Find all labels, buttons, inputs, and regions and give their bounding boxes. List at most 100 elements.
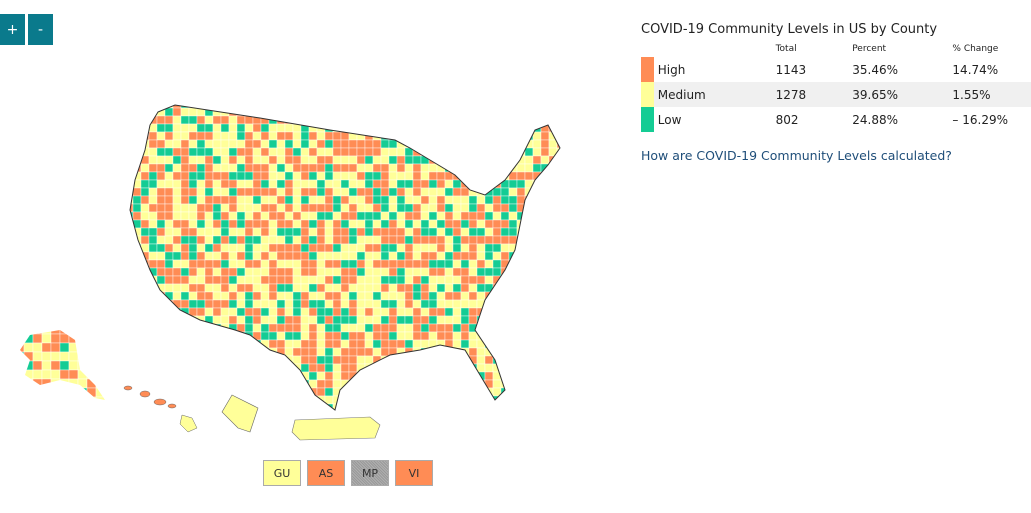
county[interactable] <box>460 379 470 389</box>
county[interactable] <box>276 163 286 173</box>
county[interactable] <box>548 123 558 133</box>
county[interactable] <box>260 363 270 373</box>
county[interactable] <box>468 403 478 412</box>
county[interactable] <box>77 387 88 398</box>
county[interactable] <box>484 147 494 157</box>
county[interactable] <box>356 203 366 213</box>
county[interactable] <box>324 275 334 285</box>
county[interactable] <box>276 171 286 181</box>
county[interactable] <box>436 275 446 285</box>
county[interactable] <box>284 219 294 229</box>
county[interactable] <box>444 379 454 389</box>
county[interactable] <box>244 131 254 141</box>
county[interactable] <box>324 387 334 397</box>
county[interactable] <box>180 355 190 365</box>
county[interactable] <box>396 299 406 309</box>
county[interactable] <box>516 171 526 181</box>
county[interactable] <box>532 147 542 157</box>
county[interactable] <box>364 315 374 325</box>
county[interactable] <box>308 299 318 309</box>
county[interactable] <box>372 347 382 357</box>
county[interactable] <box>396 323 406 333</box>
county[interactable] <box>460 163 470 173</box>
county[interactable] <box>228 131 238 141</box>
county[interactable] <box>340 403 350 412</box>
county[interactable] <box>148 323 158 333</box>
county[interactable] <box>524 235 534 245</box>
county[interactable] <box>316 195 326 205</box>
county[interactable] <box>540 139 550 149</box>
county[interactable] <box>268 243 278 253</box>
county[interactable] <box>212 155 222 165</box>
county[interactable] <box>236 299 246 309</box>
county[interactable] <box>476 179 486 189</box>
county[interactable] <box>125 315 134 325</box>
county[interactable] <box>428 139 438 149</box>
county[interactable] <box>284 347 294 357</box>
county[interactable] <box>340 291 350 301</box>
county[interactable] <box>524 315 534 325</box>
county[interactable] <box>436 315 446 325</box>
county[interactable] <box>500 123 510 133</box>
county[interactable] <box>516 291 526 301</box>
county[interactable] <box>396 371 406 381</box>
alaska-counties[interactable] <box>15 325 114 406</box>
county[interactable] <box>276 291 286 301</box>
county[interactable] <box>276 203 286 213</box>
county[interactable] <box>125 395 134 405</box>
county[interactable] <box>548 387 558 397</box>
county[interactable] <box>348 363 358 373</box>
county[interactable] <box>380 203 390 213</box>
county[interactable] <box>388 387 398 397</box>
county[interactable] <box>556 267 565 277</box>
county[interactable] <box>68 342 79 353</box>
county[interactable] <box>468 259 478 269</box>
county[interactable] <box>388 379 398 389</box>
county[interactable] <box>204 347 214 357</box>
county[interactable] <box>460 227 470 237</box>
county[interactable] <box>332 315 342 325</box>
county[interactable] <box>86 342 97 353</box>
county[interactable] <box>164 323 174 333</box>
county[interactable] <box>172 283 182 293</box>
county[interactable] <box>285 412 293 420</box>
county[interactable] <box>364 283 374 293</box>
county[interactable] <box>356 315 366 325</box>
county[interactable] <box>380 323 390 333</box>
county[interactable] <box>86 333 97 344</box>
county[interactable] <box>292 155 302 165</box>
county[interactable] <box>204 235 214 245</box>
county[interactable] <box>541 412 549 420</box>
county[interactable] <box>300 283 310 293</box>
county[interactable] <box>468 291 478 301</box>
county[interactable] <box>468 155 478 165</box>
county[interactable] <box>420 307 430 317</box>
county[interactable] <box>228 123 238 133</box>
county[interactable] <box>404 163 414 173</box>
county[interactable] <box>212 387 222 397</box>
county[interactable] <box>300 115 310 125</box>
county[interactable] <box>228 171 238 181</box>
county[interactable] <box>348 387 358 397</box>
county[interactable] <box>204 371 214 381</box>
county[interactable] <box>276 243 286 253</box>
county[interactable] <box>220 307 230 317</box>
county[interactable] <box>95 396 105 406</box>
county[interactable] <box>484 299 494 309</box>
county[interactable] <box>204 155 214 165</box>
county[interactable] <box>132 259 142 269</box>
county[interactable] <box>228 139 238 149</box>
county[interactable] <box>140 100 150 109</box>
county[interactable] <box>292 403 302 412</box>
county[interactable] <box>428 131 438 141</box>
county[interactable] <box>86 325 97 335</box>
county[interactable] <box>508 147 518 157</box>
county[interactable] <box>516 379 526 389</box>
county[interactable] <box>156 123 166 133</box>
county[interactable] <box>164 163 174 173</box>
county[interactable] <box>268 179 278 189</box>
county[interactable] <box>268 131 278 141</box>
county[interactable] <box>460 123 470 133</box>
county[interactable] <box>244 387 254 397</box>
county[interactable] <box>412 387 422 397</box>
